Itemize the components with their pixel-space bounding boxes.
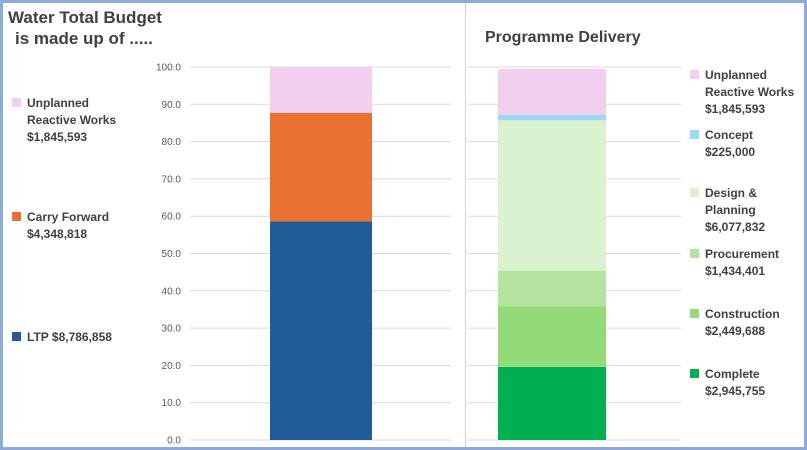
legend-label-line: $4,348,818 [27, 227, 88, 241]
chart-0-legend-entry-1: Carry Forward $4,348,818 [12, 209, 110, 243]
left-chart-title-line-1: Water Total Budget [8, 8, 162, 27]
legend-label-line: Construction [705, 307, 780, 321]
legend-swatch [12, 332, 21, 341]
chart-1-legend-entry-0: Complete $2,945,755 [690, 366, 766, 400]
legend-swatch [690, 188, 699, 197]
chart-0-ytick-label: 40.0 [162, 286, 182, 297]
chart-0-ytick-label: 0.0 [167, 436, 181, 447]
legend-label-line: Procurement [705, 247, 780, 261]
chart-1-legend-entry-4: Concept $225,000 [690, 127, 756, 161]
chart-0-legend-entry-2: Unplanned Reactive Works $1,845,593 [12, 95, 117, 146]
chart-1-bar-segment-5 [498, 68, 606, 115]
chart-0-ytick-label: 90.0 [162, 100, 182, 111]
chart-1-bar-segment-2 [498, 270, 606, 307]
legend-label-line: Concept [705, 128, 753, 142]
chart-1-legend-entry-3: Design & Planning $6,077,832 [690, 185, 766, 236]
legend-swatch [690, 130, 699, 139]
legend-label-line: Unplanned [27, 96, 89, 110]
legend-swatch [690, 249, 699, 258]
charts-canvas: 0.0 10.0 20.0 30.0 40.0 50.0 60.0 70.0 80.0 90.0 1… [156, 63, 681, 447]
chart-0-bar-segment-0 [270, 221, 372, 440]
chart-0-bar-segment-1 [270, 112, 372, 222]
legend-label-line: $225,000 [705, 145, 756, 159]
chart-1-bar-segment-0 [498, 366, 606, 440]
chart-0-ytick-label: 60.0 [162, 212, 182, 223]
chart-0-bar-segment-2 [270, 67, 372, 113]
chart-1-bar-segment-1 [498, 306, 606, 367]
chart-0-ytick-label: 30.0 [162, 324, 182, 335]
chart-0-ytick-label: 80.0 [162, 137, 182, 148]
legend-label-line: Design & [705, 186, 758, 200]
legend-swatch [690, 309, 699, 318]
chart-0-legend-entry-0: LTP $8,786,858 [12, 329, 112, 346]
left-chart-title-line-2: is made up of ..... [15, 29, 153, 48]
legend-label-line: Complete [705, 367, 760, 381]
legend-label-line: $1,845,593 [705, 102, 766, 116]
panel-divider [465, 3, 466, 447]
legend-swatch [690, 70, 699, 79]
legend-label-line: $2,449,688 [705, 324, 766, 338]
legend-swatch [12, 212, 21, 221]
chart-0-ytick-label: 100.0 [156, 63, 181, 74]
chart-0-ytick-label: 70.0 [162, 174, 182, 185]
legend-swatch [690, 369, 699, 378]
legend-swatch [12, 98, 21, 107]
chart-1-legend-entry-2: Procurement $1,434,401 [690, 246, 780, 280]
chart-0-ytick-label: 20.0 [162, 361, 182, 372]
legend-label-line: Unplanned [705, 68, 767, 82]
chart-1-bar-segment-3 [498, 120, 606, 271]
chart-1-legend-entry-1: Construction $2,449,688 [690, 306, 780, 340]
legend-label-line: $2,945,755 [705, 384, 766, 398]
legend-label-line: Reactive Works [27, 113, 117, 127]
legend-label-line: LTP $8,786,858 [27, 330, 112, 344]
legend-label-line: Planning [705, 203, 756, 217]
chart-0-ytick-label: 10.0 [162, 398, 182, 409]
legend-label-line: Reactive Works [705, 85, 795, 99]
chart-1-legend-entry-5: Unplanned Reactive Works $1,845,593 [690, 67, 795, 118]
legend-label-line: $1,434,401 [705, 264, 766, 278]
right-chart-title: Programme Delivery [485, 29, 641, 46]
legend-label-line: Carry Forward [27, 210, 110, 224]
legend-label-line: $6,077,832 [705, 220, 766, 234]
legend-label-line: $1,845,593 [27, 130, 88, 144]
chart-0-ytick-label: 50.0 [162, 249, 182, 260]
chart-1-bar-segment-4 [498, 114, 606, 121]
